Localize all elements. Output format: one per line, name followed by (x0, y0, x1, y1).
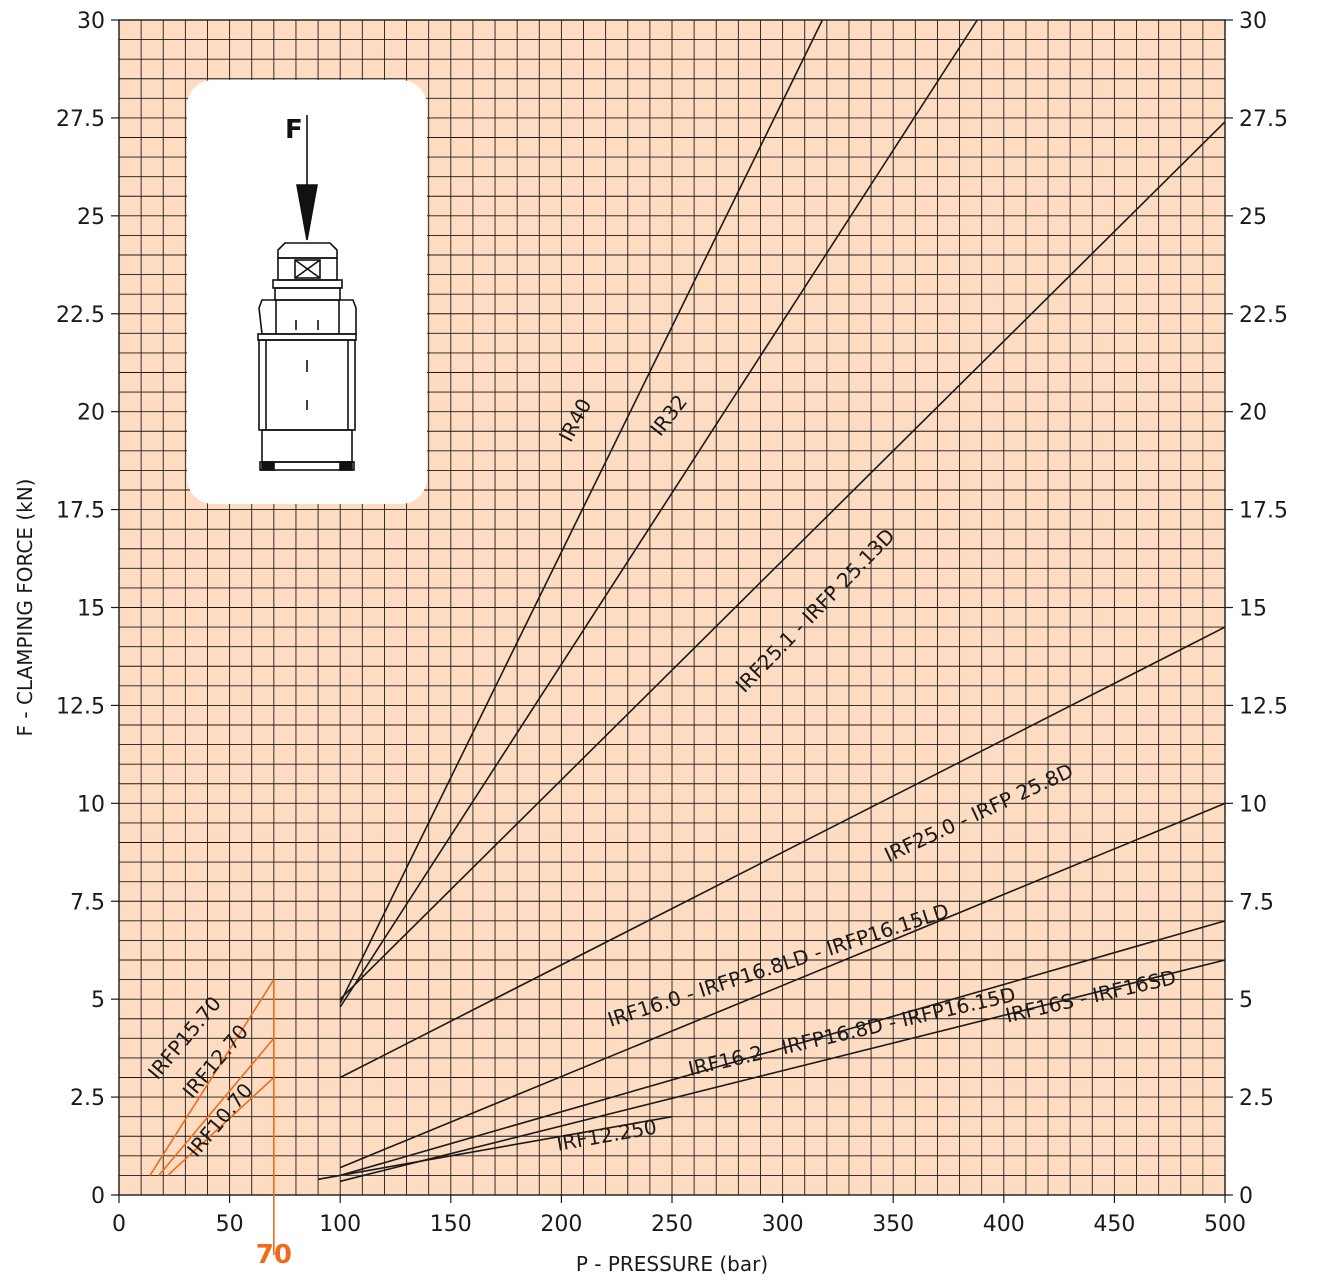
y-tick-label-right: 5 (1239, 988, 1253, 1013)
y-tick-label-right: 7.5 (1239, 890, 1274, 915)
series-lines (149, 19, 1226, 1183)
marker-label-70: 70 (256, 1240, 292, 1270)
clamping-cylinder-icon (257, 115, 357, 471)
y-tick-label-right: 0 (1239, 1184, 1253, 1209)
y-tick-label-right: 10 (1239, 792, 1267, 817)
y-tick-label-left: 10 (77, 792, 105, 817)
y-tick-label-left: 27.5 (56, 107, 105, 132)
y-tick-label-right: 20 (1239, 401, 1267, 426)
x-tick-label: 100 (319, 1212, 361, 1237)
y-tick-label-left: 22.5 (56, 303, 105, 328)
y-tick-label-left: 17.5 (56, 499, 105, 524)
series-line (339, 19, 978, 1008)
x-tick-label: 0 (112, 1212, 126, 1237)
y-tick-label-right: 22.5 (1239, 303, 1288, 328)
y-tick-label-right: 25 (1239, 205, 1267, 230)
x-tick-label: 150 (430, 1212, 472, 1237)
x-tick-label: 300 (762, 1212, 804, 1237)
y-axis-label: F - CLAMPING FORCE (kN) (13, 479, 37, 737)
series-line (339, 626, 1226, 1079)
y-tick-label-left: 25 (77, 205, 105, 230)
y-tick-label-left: 20 (77, 401, 105, 426)
y-tick-label-left: 12.5 (56, 694, 105, 719)
x-tick-label: 250 (651, 1212, 693, 1237)
inset-background (187, 80, 427, 504)
y-tick-label-left: 0 (91, 1184, 105, 1209)
y-tick-label-left: 7.5 (70, 890, 105, 915)
x-axis-label: P - PRESSURE (bar) (576, 1252, 768, 1276)
series-line (317, 1115, 673, 1181)
series-line (339, 19, 824, 1004)
y-tick-label-right: 15 (1239, 597, 1267, 622)
y-tick-label-left: 30 (77, 9, 105, 34)
force-label: F (285, 115, 303, 145)
y-tick-label-right: 27.5 (1239, 107, 1288, 132)
inset-panel: F (187, 80, 427, 504)
y-tick-label-right: 12.5 (1239, 694, 1288, 719)
x-tick-label: 200 (540, 1212, 582, 1237)
series-line (339, 802, 1226, 1169)
y-tick-label-right: 2.5 (1239, 1086, 1274, 1111)
y-tick-label-right: 30 (1239, 9, 1267, 34)
x-tick-label: 500 (1204, 1212, 1246, 1237)
x-tick-label: 450 (1093, 1212, 1135, 1237)
x-tick-label: 400 (983, 1212, 1025, 1237)
series-line (339, 121, 1226, 1000)
y-tick-label-left: 15 (77, 597, 105, 622)
series-line (167, 1076, 275, 1177)
x-tick-label: 350 (872, 1212, 914, 1237)
x-tick-label: 50 (216, 1212, 244, 1237)
series-line (149, 979, 275, 1176)
y-tick-label-left: 5 (91, 988, 105, 1013)
series-line (339, 920, 1226, 1177)
series-line (340, 959, 1226, 1183)
y-tick-label-left: 2.5 (70, 1086, 105, 1111)
series-line (158, 1037, 275, 1176)
y-tick-label-right: 17.5 (1239, 499, 1288, 524)
